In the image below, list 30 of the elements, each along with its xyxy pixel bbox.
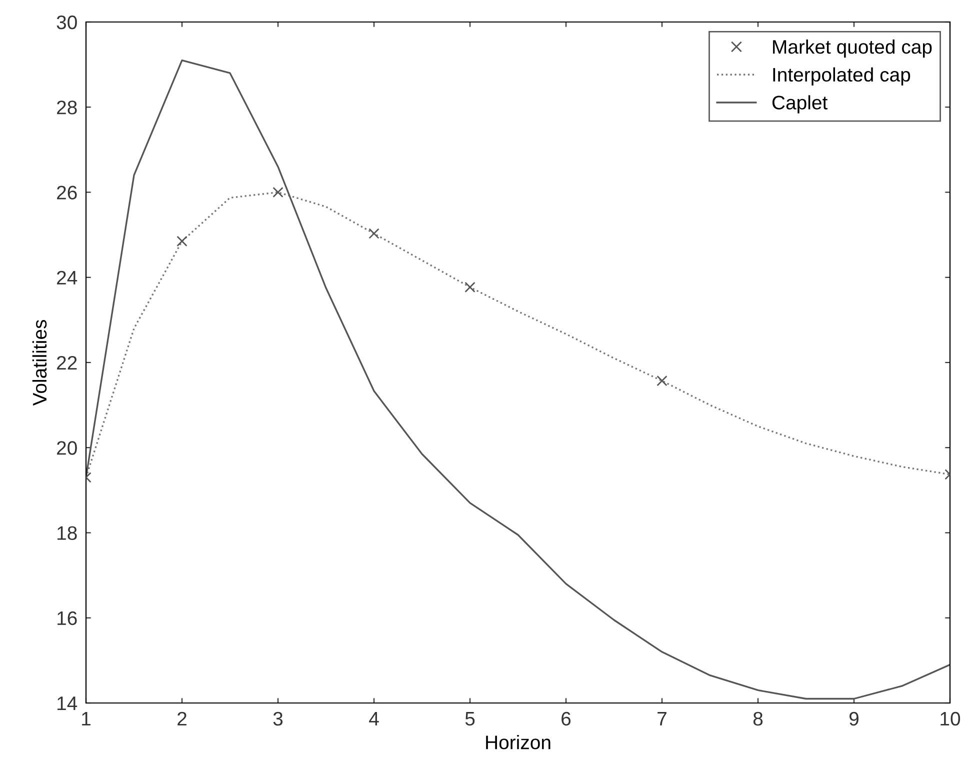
- y-axis-title: Volatilities: [32, 320, 47, 406]
- legend-label: Interpolated cap: [773, 67, 910, 86]
- x-tick-label: 7: [658, 712, 666, 726]
- y-tick-label: 22: [57, 356, 77, 370]
- point: [176, 236, 188, 247]
- y-tick-label: 28: [57, 100, 77, 114]
- legend-label: Market quoted cap: [773, 40, 932, 58]
- y-tick-label: 20: [57, 441, 77, 455]
- x-axis-title: Horizon: [486, 735, 550, 750]
- y-tick-label: 16: [58, 611, 77, 626]
- x-tick-label: 4: [369, 712, 379, 726]
- y-tick-label: 14: [58, 696, 78, 710]
- point: [464, 282, 476, 293]
- legend-label: Caplet: [772, 95, 828, 114]
- x-tick-label: 2: [178, 712, 186, 726]
- y-tick-label: 18: [58, 526, 77, 540]
- y-tick-label: 26: [57, 186, 77, 200]
- x-tick-label: 5: [465, 712, 475, 726]
- x-tick-label: 3: [273, 712, 283, 726]
- x-tick-label: 6: [562, 712, 571, 726]
- x-tick-label: 1: [82, 712, 90, 726]
- y-tick-label: 30: [56, 15, 77, 30]
- point: [368, 228, 380, 239]
- point: [656, 375, 668, 386]
- x-tick-label: 9: [850, 712, 858, 726]
- x-tick-label: 8: [753, 712, 763, 726]
- x-tick-label: 10: [940, 712, 960, 726]
- y-tick-label: 24: [57, 270, 78, 284]
- line-series: [86, 59, 950, 700]
- point: [272, 186, 284, 198]
